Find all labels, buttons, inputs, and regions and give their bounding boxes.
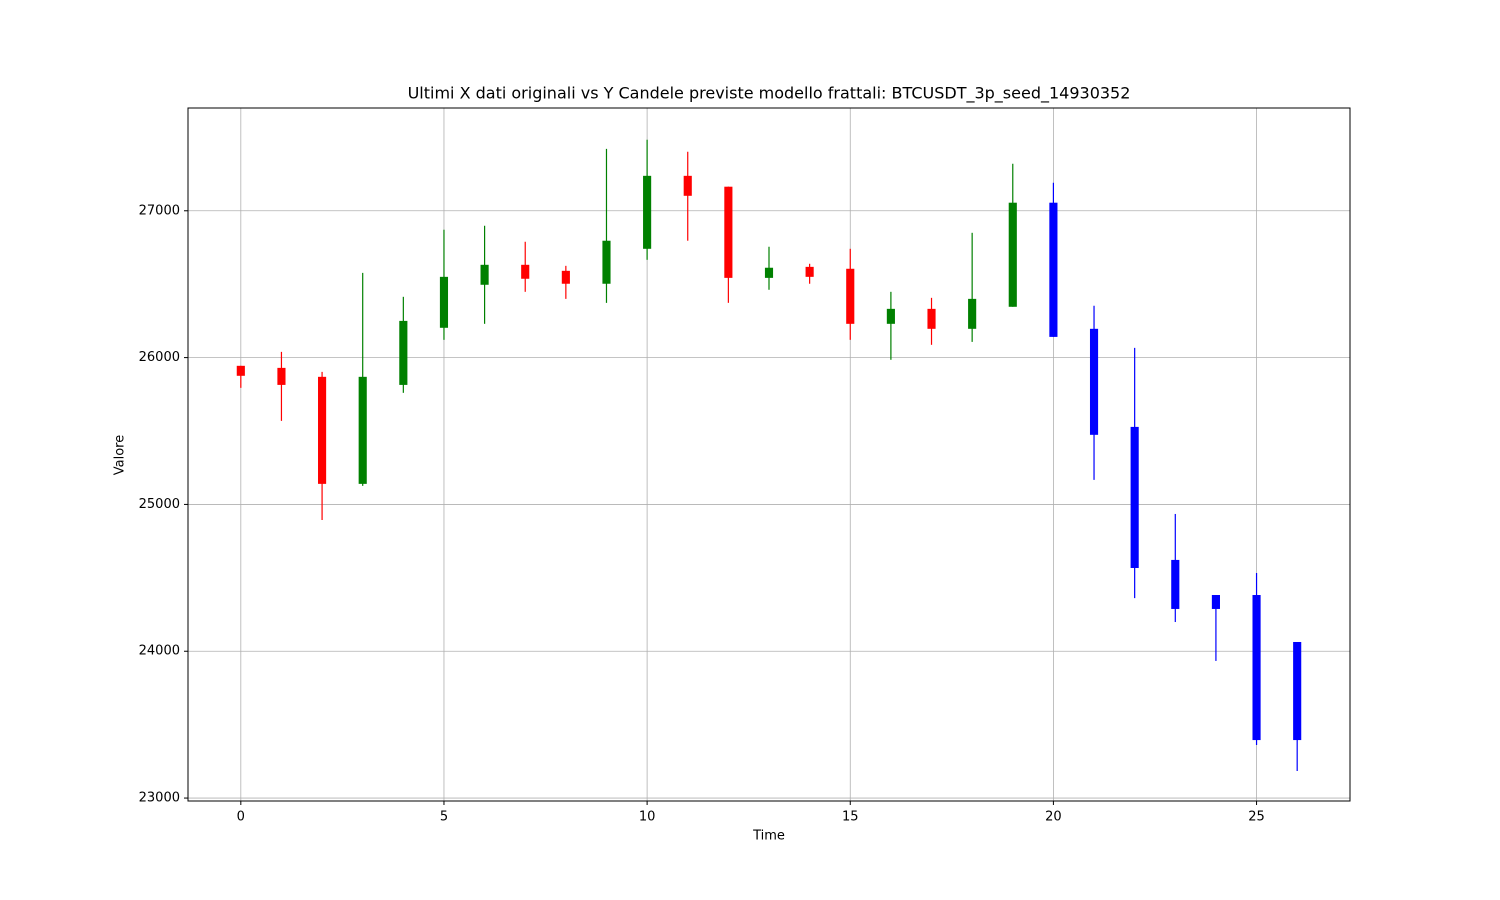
candle-body: [724, 186, 733, 278]
candle-body: [602, 240, 611, 284]
candle-body: [683, 175, 692, 196]
y-tick-label: 27000: [139, 203, 180, 218]
candle-body: [1130, 426, 1139, 568]
x-tick-label: 5: [440, 810, 448, 825]
candle-body: [236, 365, 245, 376]
candle-body: [1089, 328, 1099, 435]
candle-body: [886, 308, 895, 324]
x-tick-label: 25: [1248, 810, 1265, 825]
candle-body: [846, 268, 855, 324]
x-tick-label: 0: [237, 810, 245, 825]
candle-body: [480, 264, 489, 285]
plot-frame: [187, 107, 1351, 802]
candle-body: [927, 308, 936, 329]
y-tick-label: 23000: [139, 791, 180, 806]
x-tick-label: 20: [1045, 810, 1062, 825]
candle-body: [358, 376, 367, 484]
x-axis-label: Time: [752, 829, 785, 844]
y-tick-label: 25000: [139, 497, 180, 512]
candle-body: [1252, 595, 1261, 741]
candle-body: [1049, 202, 1058, 337]
y-axis-label: Valore: [113, 435, 128, 475]
candle-body: [561, 270, 570, 284]
chart-title: Ultimi X dati originali vs Y Candele pre…: [408, 84, 1131, 104]
candle-body: [1008, 202, 1017, 307]
candle-body: [643, 175, 652, 249]
y-tick-label: 24000: [139, 644, 180, 659]
x-tick-label: 10: [639, 810, 656, 825]
candle-body: [521, 264, 530, 279]
candle-body: [318, 376, 327, 484]
candle-body: [399, 320, 408, 385]
y-tick-label: 26000: [139, 350, 180, 365]
candle-body: [439, 276, 449, 328]
candle-body: [1211, 595, 1220, 609]
x-tick-label: 15: [842, 810, 859, 825]
candle-body: [277, 367, 286, 385]
candle-body: [968, 298, 977, 329]
candle-body: [1171, 559, 1180, 609]
candle-body: [805, 266, 814, 277]
candle-body: [1293, 641, 1302, 741]
candle-body: [764, 267, 774, 278]
